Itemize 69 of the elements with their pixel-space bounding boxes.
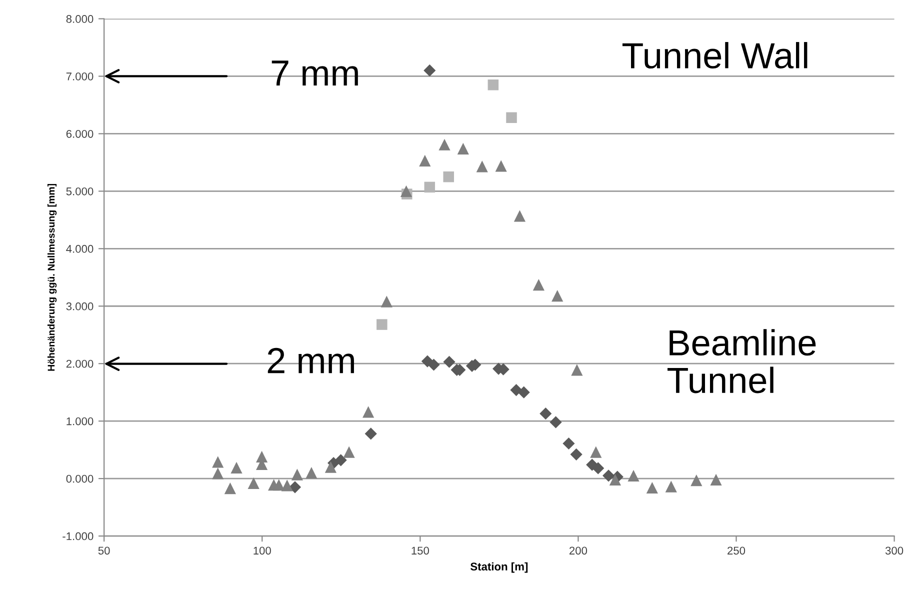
point — [212, 468, 224, 480]
annotation: Tunnel Wall — [622, 42, 808, 69]
point — [690, 474, 702, 486]
point — [571, 364, 583, 376]
y-tick-label: 1.000 — [66, 417, 94, 426]
point — [424, 64, 436, 77]
point — [424, 182, 436, 193]
y-tick-label: 2.000 — [66, 360, 94, 368]
point — [552, 290, 564, 302]
point — [646, 482, 658, 494]
y-tick-label: 0.000 — [66, 474, 94, 483]
point — [306, 466, 318, 479]
point — [495, 160, 507, 172]
point — [443, 356, 456, 368]
point — [514, 210, 526, 222]
y-tick-label: 7.000 — [66, 72, 94, 80]
point — [592, 462, 604, 474]
y-tick-label: -1.000 — [62, 532, 94, 540]
annotation: Beamline Tunnel — [668, 329, 816, 394]
point — [380, 296, 392, 308]
y-tick-label: 5.000 — [66, 187, 94, 196]
point — [419, 154, 431, 167]
point — [291, 468, 304, 480]
point — [488, 79, 499, 90]
x-axis-title: Station [m] — [470, 562, 528, 573]
y-tick-label: 3.000 — [66, 302, 94, 310]
x-tick-label: 200 — [569, 546, 588, 555]
point — [665, 480, 677, 492]
point — [540, 408, 552, 420]
x-tick-label: 150 — [412, 546, 429, 555]
point — [602, 470, 615, 482]
x-tick-label: 50 — [98, 546, 110, 555]
x-tick-label: 250 — [728, 546, 746, 555]
point — [230, 462, 242, 474]
point — [288, 481, 302, 494]
y-axis-title: Höhenänderung ggü. Nullmessung [mm] — [47, 184, 57, 371]
point — [364, 428, 377, 440]
point — [518, 386, 530, 398]
point — [324, 461, 337, 473]
point — [376, 319, 388, 330]
point — [532, 279, 545, 291]
point — [343, 446, 355, 458]
point — [400, 185, 412, 197]
y-tick-label: 6.000 — [66, 130, 94, 138]
point — [281, 480, 293, 492]
point — [362, 406, 374, 418]
point — [710, 474, 722, 486]
point — [590, 446, 602, 458]
point — [334, 454, 347, 466]
point — [476, 160, 488, 172]
point — [628, 470, 640, 482]
y-tick-label: 4.000 — [66, 244, 94, 253]
point — [438, 138, 450, 150]
point — [562, 437, 575, 450]
point — [506, 112, 517, 123]
point — [248, 477, 260, 489]
x-tick-label: 100 — [254, 546, 271, 555]
point — [428, 358, 440, 371]
point — [224, 482, 236, 494]
point — [212, 456, 224, 468]
point — [443, 171, 454, 182]
annotation: 7 mm — [272, 60, 358, 86]
y-tick-label: 8.000 — [66, 15, 94, 23]
point — [457, 142, 469, 154]
x-tick-label: 300 — [885, 546, 904, 555]
point — [550, 416, 562, 428]
point — [570, 448, 582, 460]
point — [609, 474, 621, 486]
annotation: 2 mm — [268, 348, 354, 374]
